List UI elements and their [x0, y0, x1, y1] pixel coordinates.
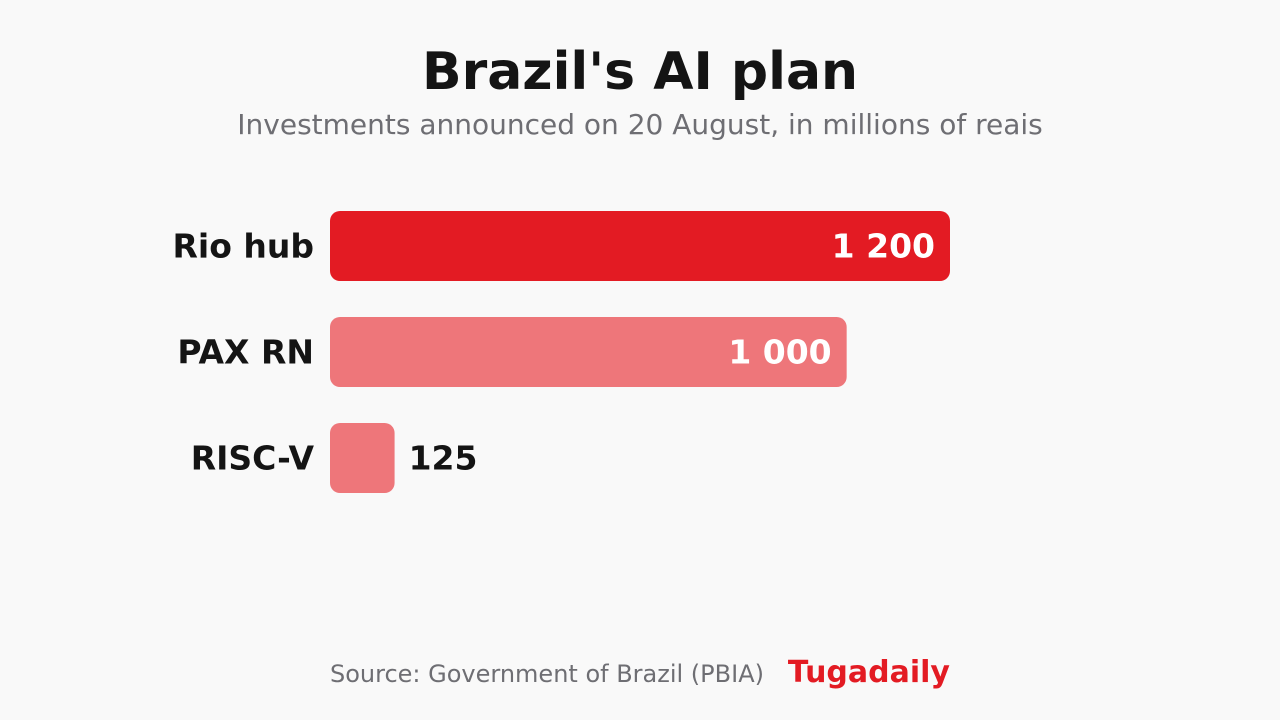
bar-rio-hub: [330, 211, 950, 281]
value-label: 1 200: [832, 227, 935, 266]
category-label: PAX RN: [177, 333, 314, 372]
bar-pax-rn: [330, 317, 847, 387]
category-label: RISC-V: [191, 439, 315, 478]
chart-subtitle: Investments announced on 20 August, in m…: [237, 108, 1043, 141]
brand-logo: Tugadaily: [787, 655, 950, 690]
chart-footer: Source: Government of Brazil (PBIA) Tuga…: [330, 655, 950, 690]
bar-risc-v: [330, 423, 395, 493]
chart-title: Brazil's AI plan: [421, 42, 859, 102]
value-label: 125: [409, 439, 478, 478]
category-label: Rio hub: [173, 227, 315, 266]
value-label: 1 000: [728, 333, 831, 372]
source-note: Source: Government of Brazil (PBIA): [330, 660, 764, 688]
